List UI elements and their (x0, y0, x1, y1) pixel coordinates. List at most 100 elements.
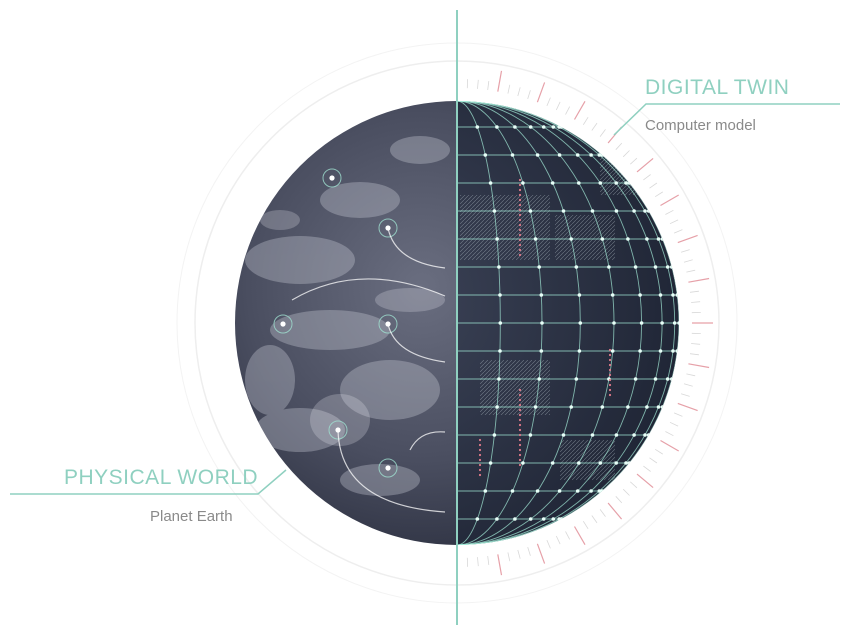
grid-node (626, 237, 630, 241)
grid-node (542, 125, 546, 129)
tick-mark (478, 557, 479, 566)
grid-node (498, 293, 502, 297)
sensor-dot (329, 175, 334, 180)
grid-node (489, 461, 493, 465)
tick-mark (547, 540, 551, 548)
tick-mark (537, 544, 544, 564)
data-point (519, 234, 521, 236)
grid-node (534, 237, 538, 241)
data-point (519, 249, 521, 251)
tick-mark (547, 98, 551, 106)
tick-mark (681, 394, 690, 397)
tick-mark (674, 413, 682, 417)
grid-node (562, 433, 566, 437)
grid-node (540, 321, 544, 325)
grid-node (562, 209, 566, 213)
data-point (519, 199, 521, 201)
data-point (519, 399, 521, 401)
grid-node (599, 181, 603, 185)
tick-mark (528, 90, 531, 99)
grid-node (577, 461, 581, 465)
data-point (519, 424, 521, 426)
digital-twin-title: DIGITAL TWIN (645, 76, 789, 100)
data-point (519, 179, 521, 181)
grid-node (661, 237, 665, 241)
grid-node (476, 125, 480, 129)
grid-node (647, 209, 651, 213)
tick-mark (616, 143, 622, 150)
data-point (519, 459, 521, 461)
grid-node (589, 153, 593, 157)
tick-mark (600, 129, 605, 136)
grid-node (626, 405, 630, 409)
grid-node (591, 209, 595, 213)
grid-node (671, 293, 675, 297)
tick-mark (592, 516, 597, 523)
data-point (519, 229, 521, 231)
tick-mark (508, 85, 510, 94)
data-point (519, 394, 521, 396)
data-point (609, 384, 611, 386)
grid-node (614, 181, 618, 185)
grid-node (499, 321, 503, 325)
grid-node (670, 265, 674, 269)
grid-node (495, 517, 499, 521)
grid-node (551, 461, 555, 465)
tick-mark (436, 80, 437, 89)
grid-node (559, 125, 563, 129)
data-point (479, 459, 481, 461)
grid-node (645, 405, 649, 409)
grid-node (632, 433, 636, 437)
tick-mark (583, 117, 588, 125)
grid-node (534, 405, 538, 409)
grid-node (589, 489, 593, 493)
grid-node (675, 293, 679, 297)
tick-mark (566, 531, 570, 539)
data-point (479, 444, 481, 446)
grid-node (601, 237, 605, 241)
data-point (479, 464, 481, 466)
tick-mark (508, 552, 510, 561)
tick-mark (413, 71, 417, 92)
grid-node (576, 489, 580, 493)
tick-mark (678, 235, 698, 242)
grid-node (579, 321, 583, 325)
tick-mark (630, 158, 637, 164)
grid-node (569, 237, 573, 241)
data-point (519, 184, 521, 186)
grid-node (638, 349, 642, 353)
grid-node (661, 405, 665, 409)
grid-node (521, 461, 525, 465)
data-point (609, 354, 611, 356)
tick-mark (413, 554, 417, 575)
grid-node (536, 153, 540, 157)
data-point (519, 414, 521, 416)
data-point (519, 254, 521, 256)
grid-node (600, 489, 604, 493)
tick-mark (608, 503, 622, 519)
tick-mark (592, 123, 597, 130)
data-point (519, 464, 521, 466)
grid-node (666, 377, 670, 381)
tick-mark (488, 81, 489, 90)
grid-node (628, 181, 632, 185)
tick-mark (600, 509, 605, 516)
grid-node (476, 517, 480, 521)
grid-node (536, 489, 540, 493)
data-point (519, 434, 521, 436)
tick-mark (518, 87, 520, 96)
tick-mark (616, 496, 622, 503)
tick-mark (650, 458, 657, 463)
grid-node (578, 349, 582, 353)
grid-node (638, 293, 642, 297)
grid-node (558, 153, 562, 157)
grid-node (540, 349, 544, 353)
tick-mark (566, 107, 570, 115)
tick-mark (681, 250, 690, 253)
data-point (519, 239, 521, 241)
data-point (519, 429, 521, 431)
grid-node (559, 517, 563, 521)
grid-node (614, 461, 618, 465)
grid-node (666, 265, 670, 269)
tick-mark (498, 554, 502, 575)
